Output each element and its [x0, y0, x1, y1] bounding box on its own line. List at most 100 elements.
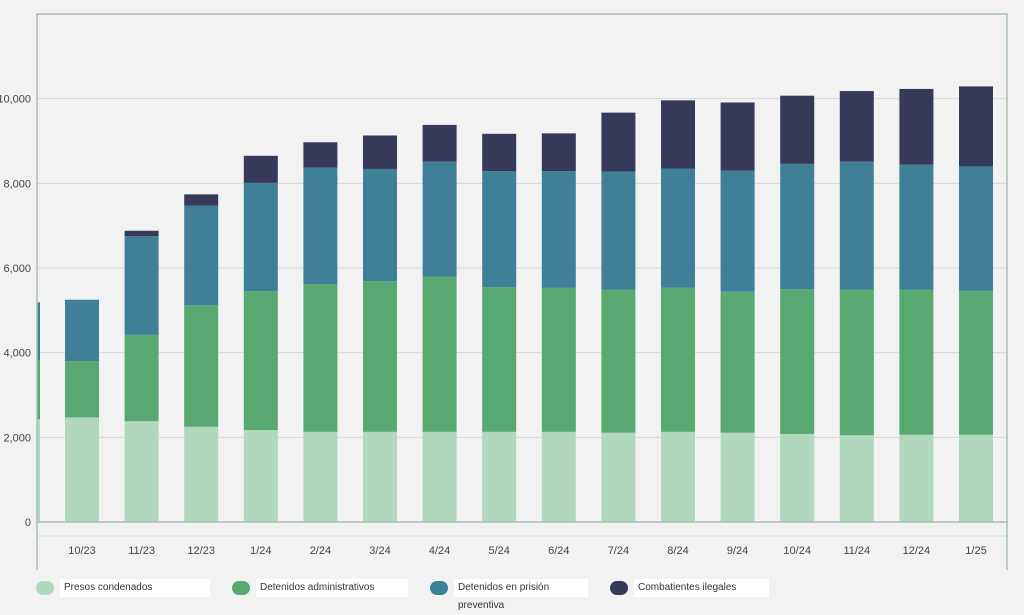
x-tick-label: 11/23 [128, 545, 155, 557]
x-tick-label: 10/24 [783, 545, 811, 557]
y-tick-label: 8,000 [3, 178, 31, 190]
bar-segment [422, 124, 457, 162]
bar-segment [601, 432, 636, 522]
x-tick-label: 11/24 [843, 545, 870, 557]
bar-segment [780, 95, 815, 164]
x-tick-label: 2/24 [310, 545, 331, 557]
legend-label-detenidos-prision-preventiva: Detenidos en prisión preventiva [454, 579, 588, 611]
x-tick-label: 5/24 [488, 545, 509, 557]
bar-segment [959, 86, 993, 167]
legend-item-presos-condenados[interactable]: Presos condenados [36, 579, 210, 597]
bar-segment-partial [37, 360, 40, 420]
legend-item-combatientes-ilegales[interactable]: Combatientes ilegales [610, 579, 769, 597]
legend-swatch-presos-condenados [36, 581, 54, 595]
x-tick-label: 1/25 [965, 545, 986, 557]
plot-frame [36, 13, 1008, 523]
x-tick-label: 12/23 [187, 545, 215, 557]
legend-swatch-detenidos-administrativos [232, 581, 250, 595]
bar-segment-partial [37, 419, 40, 522]
bar-segment [720, 170, 755, 292]
bar-segment [780, 163, 815, 290]
bar-segment [959, 434, 993, 522]
bar-segment [899, 289, 934, 435]
bar-segment [482, 287, 517, 432]
bar-segment [303, 142, 338, 168]
bar-segment [363, 431, 397, 522]
bar-segment [363, 168, 397, 282]
bar-segment [482, 171, 517, 288]
y-tick-label: 6,000 [3, 263, 31, 275]
bar-segment [243, 430, 278, 522]
bar-segment [541, 287, 576, 432]
bar-segment [661, 431, 695, 522]
bar-segment [363, 281, 397, 432]
legend-label-presos-condenados: Presos condenados [60, 579, 210, 597]
bar-segment [482, 133, 517, 172]
x-tick-label: 1/24 [250, 545, 271, 557]
y-tick-label: 10,000 [0, 94, 31, 106]
bar-segment [541, 431, 576, 522]
legend-label-combatientes-ilegales: Combatientes ilegales [634, 579, 769, 597]
bar-segment [899, 434, 934, 522]
bar-segment [720, 291, 755, 433]
bar-segment [303, 167, 338, 285]
legend-label-detenidos-administrativos: Detenidos administrativos [256, 579, 408, 597]
bar-segment [839, 91, 874, 162]
bar-segment [541, 171, 576, 288]
bar-segment [422, 276, 457, 432]
x-tick-label: 7/24 [608, 545, 629, 557]
chart-legend: Presos condenados Detenidos administrati… [36, 578, 1016, 611]
y-tick-label: 4,000 [3, 348, 31, 360]
chart-svg: 0 2,000 4,000 6,000 8,000 10,000 10/23 11/23 12/… [0, 13, 1008, 570]
x-tick-label: 8/24 [667, 545, 688, 557]
bar-segment [720, 102, 755, 171]
bar-segment [303, 431, 338, 522]
bar-segment [661, 168, 695, 288]
x-tick-label: 4/24 [429, 545, 450, 557]
bar-segment [243, 291, 278, 431]
bar-segment [661, 287, 695, 432]
legend-swatch-combatientes-ilegales [610, 581, 628, 595]
bar-segment [65, 361, 99, 418]
legend-item-detenidos-prision-preventiva[interactable]: Detenidos en prisión preventiva [430, 579, 588, 611]
bar-segment [959, 290, 993, 435]
bar-segment [65, 417, 99, 522]
bar-segment [243, 155, 278, 183]
bar-segment [661, 100, 695, 169]
bar-segment [243, 182, 278, 292]
bar-segment [601, 171, 636, 290]
bar-segment [839, 289, 874, 436]
x-tick-label: 12/24 [903, 545, 931, 557]
bar-segment [601, 112, 636, 172]
bar-segment [184, 305, 219, 427]
bar-segment [839, 435, 874, 522]
bar-segment [422, 161, 457, 277]
bar-segment [720, 432, 755, 522]
bar-segment [839, 161, 874, 290]
bar-segment [184, 205, 219, 306]
y-tick-label: 2,000 [3, 432, 31, 444]
bar-segment [124, 334, 159, 422]
x-tick-label: 3/24 [369, 545, 390, 557]
y-tick-label: 0 [25, 517, 31, 529]
bar-segment [184, 426, 219, 522]
bar-segment [541, 133, 576, 172]
bar-segment [124, 236, 159, 335]
bar-segment-partial [37, 302, 40, 361]
bar-segment [899, 164, 934, 290]
stacked-bar-chart: 0 2,000 4,000 6,000 8,000 10,000 10/23 11/23 12/… [0, 13, 1008, 570]
bar-segment [482, 431, 517, 522]
bar-segment [780, 289, 815, 434]
bar-segment [303, 284, 338, 432]
x-tick-label: 9/24 [727, 545, 748, 557]
bar-segment [184, 194, 219, 206]
bar-segment [65, 299, 99, 362]
x-tick-label: 6/24 [548, 545, 569, 557]
bar-segment [363, 135, 397, 169]
legend-swatch-detenidos-prision-preventiva [430, 581, 448, 595]
legend-item-detenidos-administrativos[interactable]: Detenidos administrativos [232, 579, 408, 597]
bar-segment [124, 230, 159, 237]
bar-segment [422, 431, 457, 522]
x-tick-label: 10/23 [68, 545, 96, 557]
bar-segment [124, 421, 159, 522]
